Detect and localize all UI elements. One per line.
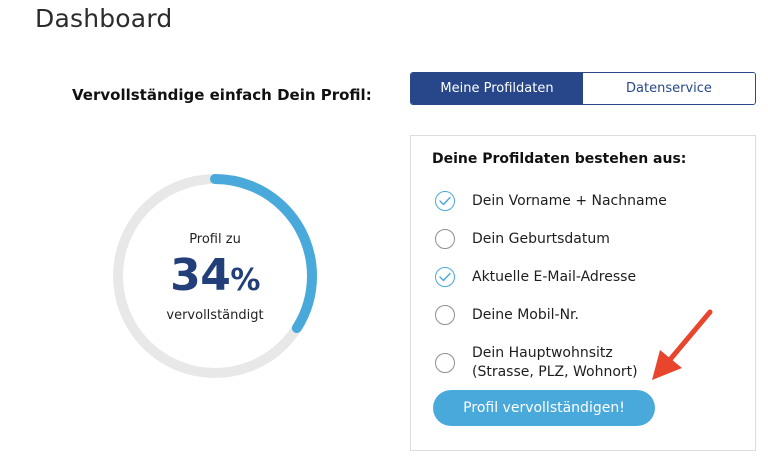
list-item: Deine Mobil-Nr. [435,296,745,334]
list-item: Dein Vorname + Nachname [435,182,745,220]
item-label-line1: Dein Hauptwohnsitz [472,345,613,361]
red-arrow-icon [652,309,713,380]
item-label: Deine Mobil-Nr. [472,306,579,323]
item-label: Dein Hauptwohnsitz (Strasse, PLZ, Wohnor… [472,344,638,382]
card-title: Deine Profildaten bestehen aus: [432,151,687,167]
item-label: Aktuelle E-Mail-Adresse [472,268,637,285]
list-item: Dein Hauptwohnsitz (Strasse, PLZ, Wohnor… [435,338,745,388]
empty-circle-icon [435,229,455,249]
progress-percent-unit: % [230,262,260,298]
check-circle-icon [435,267,455,287]
progress-ring-graphic [113,174,317,378]
progress-percent-value: 34 [170,249,231,301]
list-item: Dein Geburtsdatum [435,220,745,258]
profile-tabs: Meine Profildaten Datenservice [410,72,756,105]
item-label-line2: (Strasse, PLZ, Wohnort) [472,364,638,380]
progress-ring-fill [113,174,317,378]
item-label: Dein Vorname + Nachname [472,192,667,209]
empty-circle-icon [435,305,455,325]
empty-circle-icon [435,353,455,373]
progress-percent: 34% [170,249,260,306]
page-title: Dashboard [35,4,173,33]
progress-label-post: vervollständigt [166,307,264,323]
profile-checklist: Dein Vorname + Nachname Dein Geburtsdatu… [435,182,745,388]
item-label: Dein Geburtsdatum [472,230,610,247]
tab-datenservice[interactable]: Datenservice [583,73,755,104]
profile-progress-ring: Profil zu 34% vervollständigt [107,168,323,384]
progress-label-pre: Profil zu [189,231,241,247]
list-item: Aktuelle E-Mail-Adresse [435,258,745,296]
tab-meine-profildaten[interactable]: Meine Profildaten [411,73,583,104]
profile-heading: Vervollständige einfach Dein Profil: [72,86,372,104]
progress-ring-label: Profil zu 34% vervollständigt [107,168,323,384]
check-circle-icon [435,191,455,211]
complete-profile-button[interactable]: Profil vervollständigen! [433,390,655,426]
